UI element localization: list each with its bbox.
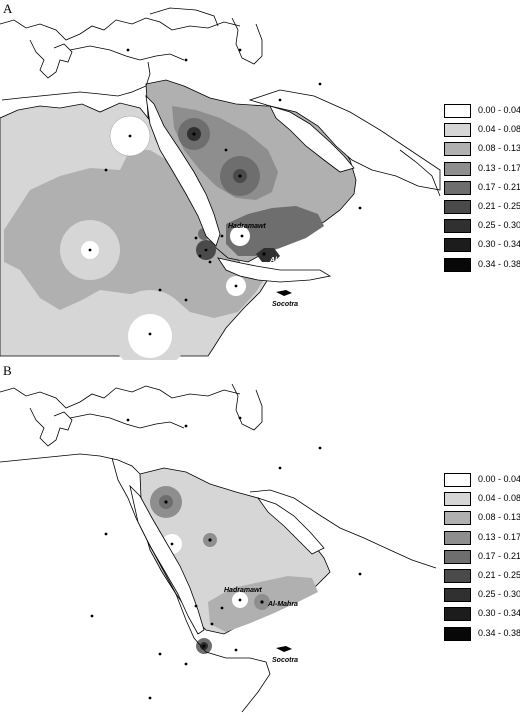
legend-swatch [444,607,471,622]
legend-range-label: 0.00 - 0.04 [478,105,520,115]
legend-swatch [444,257,471,272]
legend-row: 0.30 - 0.34 [444,606,520,625]
legend-swatch [444,549,471,564]
legend-range-label: 0.13 - 0.17 [478,531,520,542]
turkey-coastline [69,45,185,61]
legend-range-label: 0.04 - 0.08 [478,493,520,504]
legend-range-label: 0.21 - 0.25 [478,200,520,211]
legend-range-label: 0.30 - 0.34 [478,608,520,619]
region-almahra-peak [256,248,280,262]
caspian-coastline [231,17,263,65]
sampling-points [88,48,362,336]
sampling-points [90,416,362,700]
europe-coastline [0,385,241,409]
region-hadramawt-dark [226,206,324,256]
label-al-mahra: Al-Mahra [267,601,298,608]
black-sea [149,7,219,27]
legend-swatch [444,238,471,253]
levant-coastline [0,453,141,475]
legend-swatch [444,219,471,234]
legend-row: 0.17 - 0.21 [444,180,520,199]
label-socotra: Socotra [272,657,298,664]
persian-gulf [256,497,325,555]
greece-coastline [29,39,73,79]
iran-coastline [249,489,437,569]
legend-row: 0.25 - 0.30 [444,218,520,237]
socotra-island [276,290,292,296]
panel-letter: B [3,363,12,378]
label-hadramawt: Hadramawt [228,223,266,230]
panel-letter: A [3,1,13,16]
region-persia-surface [248,89,441,191]
legend-row: 0.13 - 0.17 [444,161,520,180]
legend-swatch [444,180,471,195]
legend-swatch [444,530,471,545]
map-panel-b: Hadramawt Al-Mahra Socotra B 0.00 - 0.04… [0,362,520,722]
legend-row: 0.21 - 0.25 [444,199,520,218]
legend-range-label: 0.25 - 0.30 [478,220,520,231]
legend-range-label: 0.17 - 0.21 [478,550,520,561]
greece-coastline [29,407,73,447]
legend-range-label: 0.13 - 0.17 [478,162,520,173]
legend-row: 0.17 - 0.21 [444,549,520,568]
legend-row: 0.04 - 0.08 [444,491,520,510]
legend-swatch [444,161,471,176]
region-africa-mid [4,150,266,318]
legend-range-label: 0.00 - 0.04 [478,474,520,484]
legend-swatch [444,123,471,138]
legend-row: 0.00 - 0.04 [444,103,520,122]
legend-range-label: 0.25 - 0.30 [478,589,520,600]
legend-row: 0.08 - 0.13 [444,141,520,160]
legend-row: 0.04 - 0.08 [444,122,520,141]
legend-row: 0.21 - 0.25 [444,568,520,587]
map-panel-a: Hadramawt Al-Mahra Socotra A 0.00 - 0.04… [0,0,520,360]
legend: 0.00 - 0.04 0.04 - 0.08 0.08 - 0.13 0.13 - … [444,103,520,276]
legend-row: 0.25 - 0.30 [444,587,520,606]
legend-swatch [444,626,471,641]
india-coastline [399,149,441,197]
legend-swatch [444,511,471,526]
legend-range-label: 0.34 - 0.38 [478,258,520,269]
legend-range-label: 0.30 - 0.34 [478,239,520,250]
legend-row: 0.30 - 0.34 [444,237,520,256]
africa-coastline [111,457,271,713]
legend-range-label: 0.17 - 0.21 [478,181,520,192]
legend-row: 0.34 - 0.38 [444,626,520,645]
legend-row: 0.00 - 0.04 [444,472,520,491]
persian-gulf [269,105,355,173]
frequency-map-b: Hadramawt Al-Mahra Socotra [0,383,437,713]
legend-swatch [444,492,471,507]
legend-range-label: 0.08 - 0.13 [478,512,520,523]
legend-row: 0.08 - 0.13 [444,510,520,529]
legend-swatch [444,588,471,603]
legend-range-label: 0.21 - 0.25 [478,569,520,580]
label-socotra: Socotra [272,301,298,308]
socotra-island [276,646,292,652]
label-hadramawt: Hadramawt [224,587,262,594]
frequency-map-a: Hadramawt Al-Mahra Socotra [0,7,441,360]
legend-swatch [444,473,471,487]
low-freq-circle [230,226,250,246]
red-sea [145,94,221,247]
legend-range-label: 0.04 - 0.08 [478,124,520,135]
levant-coastline [1,61,151,101]
legend-row: 0.13 - 0.17 [444,530,520,549]
legend-range-label: 0.34 - 0.38 [478,627,520,638]
legend-swatch [444,104,471,118]
label-al-mahra: Al-Mahra [269,257,300,264]
legend-row: 0.34 - 0.38 [444,257,520,276]
legend-swatch [444,568,471,583]
low-freq-circle [128,314,172,358]
europe-coastline [0,17,241,41]
legend: 0.00 - 0.04 0.04 - 0.08 0.08 - 0.13 0.13 - … [444,472,520,645]
legend-swatch [444,142,471,157]
legend-range-label: 0.08 - 0.13 [478,143,520,154]
gulf-of-aden [217,257,332,283]
legend-swatch [444,199,471,214]
turkey-coastline [69,413,185,429]
caspian-coastline [231,383,263,431]
